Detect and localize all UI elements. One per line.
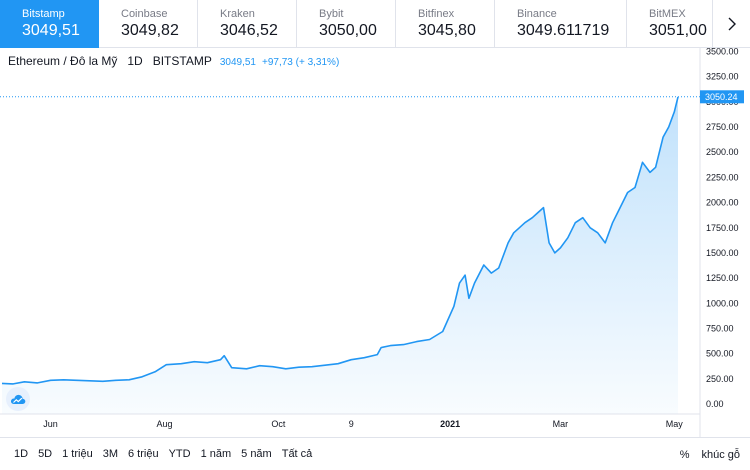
symbol-change: +97,73 (+ 3,31%) — [262, 57, 340, 68]
y-tick-label: 2250.00 — [706, 172, 739, 182]
exchange-tab-coinbase[interactable]: Coinbase 3049,82 — [99, 0, 198, 48]
x-tick-label: Aug — [156, 419, 172, 429]
range-button-5y[interactable]: 5 năm — [241, 448, 272, 460]
range-button-1y[interactable]: 1 năm — [200, 448, 232, 460]
exchange-price: 3049.611719 — [517, 22, 610, 39]
last-price-label: 3050.24 — [705, 92, 738, 102]
price-axis[interactable]: 0.00 250.00 500.00 750.00 1000.00 1250.00 1500… — [699, 47, 739, 438]
symbol-legend: Ethereum / Đô la Mỹ 1D BITSTAMP 3049,51 … — [8, 54, 339, 70]
y-tick-label: 250.00 — [706, 374, 734, 384]
exchange-name: BitMEX — [649, 8, 686, 20]
exchange-price: 3045,80 — [418, 22, 476, 39]
exchange-name: Bybit — [319, 8, 344, 20]
range-button-1m[interactable]: 1 triệu — [62, 448, 93, 460]
symbol-price: 3049,51 — [219, 57, 256, 68]
y-tick-label: 2750.00 — [706, 122, 739, 132]
exchange-price: 3051,00 — [649, 22, 707, 39]
exchange-price: 3049,82 — [121, 22, 179, 39]
exchange-tab-bitfinex[interactable]: Bitfinex 3045,80 — [396, 0, 495, 48]
log-scale-toggle[interactable]: khúc gỗ — [701, 448, 740, 461]
chevron-right-icon — [728, 17, 736, 30]
x-tick-label: Oct — [271, 419, 286, 429]
x-tick-label: Jun — [43, 419, 58, 429]
symbol-interval[interactable]: 1D — [127, 54, 143, 68]
x-tick-label: May — [666, 419, 684, 429]
range-button-ytd[interactable]: YTD — [168, 448, 191, 460]
y-tick-label: 2000.00 — [706, 198, 739, 208]
exchange-tab-kraken[interactable]: Kraken 3046,52 — [198, 0, 297, 48]
exchange-name: Kraken — [220, 8, 255, 20]
scale-options: % khúc gỗ — [680, 438, 740, 470]
cloud-logo-icon — [10, 394, 26, 404]
range-button-all[interactable]: Tất cả — [281, 448, 313, 460]
y-tick-label: 3500.00 — [706, 47, 739, 57]
y-tick-label: 1000.00 — [706, 298, 739, 308]
last-price-marker: 3050.24 — [0, 90, 744, 104]
exchange-name: Bitfinex — [418, 8, 455, 20]
bottom-toolbar: 1D 5D 1 triệu 3M 6 triệu YTD 1 năm 5 năm… — [0, 437, 750, 470]
x-tick-label: 9 — [349, 419, 354, 429]
x-tick-label: 2021 — [440, 419, 460, 429]
y-tick-label: 2500.00 — [706, 147, 739, 157]
exchange-tab-bitstamp[interactable]: Bitstamp 3049,51 — [0, 0, 99, 48]
x-tick-label: Mar — [553, 419, 569, 429]
next-exchanges-button[interactable] — [713, 0, 750, 47]
exchange-name: Binance — [517, 8, 557, 20]
y-tick-label: 1750.00 — [706, 223, 739, 233]
exchange-name: Bitstamp — [22, 8, 65, 20]
y-tick-label: 750.00 — [706, 323, 734, 333]
exchange-price: 3046,52 — [220, 22, 278, 39]
exchange-tab-bitmex[interactable]: BitMEX 3051,00 — [627, 0, 713, 48]
exchange-price: 3049,51 — [22, 22, 80, 39]
range-button-1d[interactable]: 1D — [14, 448, 29, 460]
symbol-exchange[interactable]: BITSTAMP — [152, 54, 212, 68]
price-area-fill — [2, 96, 678, 415]
exchange-tabs: Bitstamp 3049,51 Coinbase 3049,82 Kraken… — [0, 0, 750, 48]
time-axis[interactable]: Jun Aug Oct 9 2021 Mar May — [0, 413, 700, 429]
exchange-price: 3050,00 — [319, 22, 377, 39]
y-tick-label: 0.00 — [706, 399, 724, 409]
symbol-name[interactable]: Ethereum / Đô la Mỹ — [8, 54, 118, 68]
price-chart[interactable]: 0.00 250.00 500.00 750.00 1000.00 1250.00 1500… — [0, 0, 750, 437]
y-tick-label: 1250.00 — [706, 273, 739, 283]
exchange-tab-bybit[interactable]: Bybit 3050,00 — [297, 0, 396, 48]
y-tick-label: 3250.00 — [706, 72, 739, 82]
range-button-3m[interactable]: 3M — [102, 448, 118, 460]
exchange-name: Coinbase — [121, 8, 168, 20]
y-tick-label: 1500.00 — [706, 248, 739, 258]
last-price-label-bg — [700, 90, 744, 104]
price-line — [1, 96, 679, 385]
range-button-5d[interactable]: 5D — [38, 448, 53, 460]
exchange-tab-binance[interactable]: Binance 3049.611719 — [495, 0, 627, 48]
y-tick-label: 500.00 — [706, 349, 734, 359]
plot-area — [1, 96, 679, 415]
percent-scale-toggle[interactable]: % — [679, 448, 690, 461]
range-button-6m[interactable]: 6 triệu — [127, 448, 159, 460]
tradingview-logo-button[interactable] — [6, 387, 30, 411]
